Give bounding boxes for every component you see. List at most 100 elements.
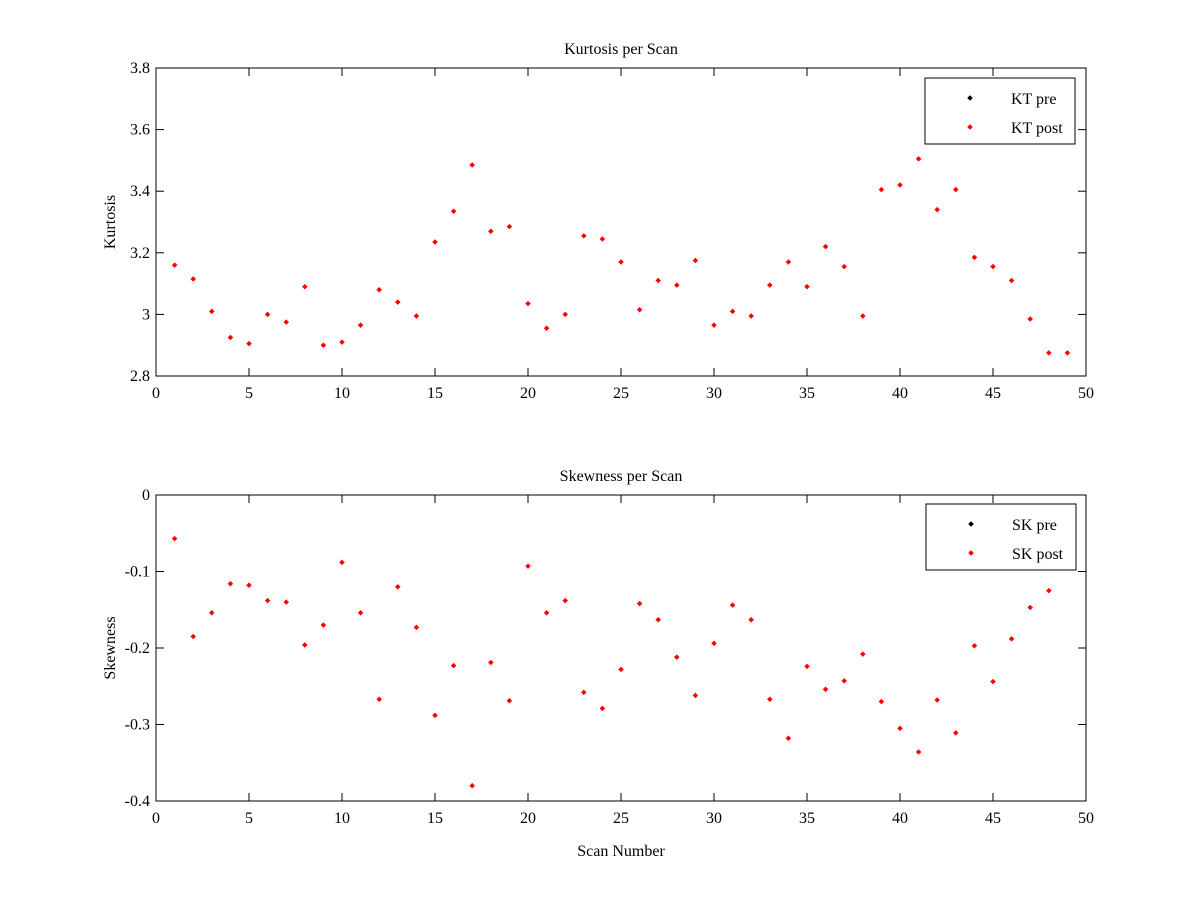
data-point — [320, 342, 327, 348]
data-point — [1027, 316, 1033, 322]
y-tick-label: -0.2 — [125, 640, 150, 657]
data-point — [953, 186, 959, 193]
data-point — [729, 308, 736, 315]
y-axis-label: Skewness — [102, 616, 119, 679]
x-tick-label: 30 — [706, 810, 722, 827]
y-tick-label: 0 — [142, 487, 150, 504]
data-point — [450, 662, 457, 669]
x-tick-label: 50 — [1078, 810, 1094, 827]
data-point — [1064, 350, 1071, 356]
data-point — [636, 307, 643, 313]
data-point — [971, 254, 978, 261]
data-point — [860, 651, 866, 657]
data-point — [450, 208, 457, 214]
series-kt-post — [171, 156, 1071, 356]
data-point — [283, 319, 289, 325]
data-point — [209, 610, 215, 616]
data-point — [227, 580, 234, 587]
data-point — [878, 186, 885, 193]
legend-marker — [968, 550, 974, 556]
chart-panel-1: Kurtosis per Scan 0 5 10 15 20 25 30 35 40 45 50 2.8… — [102, 41, 1094, 402]
data-point — [1008, 636, 1015, 642]
data-point — [506, 223, 513, 230]
legend-entry: KT post — [1011, 120, 1063, 137]
data-point — [785, 259, 792, 265]
x-tick-label: 5 — [245, 385, 253, 402]
legend-entry: KT pre — [1011, 91, 1056, 108]
x-tick-label: 40 — [892, 385, 908, 402]
data-point — [488, 228, 494, 235]
legend: SK pre SK post — [925, 503, 1077, 571]
data-point — [506, 698, 513, 704]
data-point — [711, 322, 717, 328]
data-point — [711, 640, 717, 647]
x-axis-label: Scan Number — [577, 843, 665, 860]
chart-panel-2: Skewness per Scan 0 5 10 15 20 25 30 35 40 45 50 -0.… — [102, 468, 1094, 860]
x-tick-label: 10 — [334, 810, 350, 827]
x-tick-label: 45 — [985, 385, 1001, 402]
data-point — [339, 339, 345, 345]
data-point — [190, 276, 196, 282]
legend-marker — [968, 521, 974, 527]
y-tick-label: -0.3 — [125, 717, 150, 734]
data-point — [674, 282, 680, 288]
y-tick-label: 3.2 — [130, 245, 150, 262]
data-point — [1046, 350, 1052, 356]
data-point — [190, 633, 196, 640]
data-point — [432, 712, 438, 719]
data-point — [692, 257, 699, 264]
data-point — [767, 696, 773, 703]
data-point — [581, 689, 587, 696]
data-point — [804, 663, 810, 670]
series-sk-post — [171, 535, 1052, 789]
legend-entry: SK pre — [1012, 517, 1057, 534]
data-point — [897, 182, 903, 188]
data-point — [748, 313, 754, 319]
legend-box — [925, 503, 1077, 571]
data-point — [860, 313, 866, 319]
x-tick-label: 10 — [334, 385, 350, 402]
data-point — [581, 233, 587, 239]
data-point — [302, 642, 308, 648]
data-point — [543, 610, 550, 616]
y-tick-label: 3.8 — [130, 60, 150, 77]
y-tick-label: 2.8 — [130, 368, 150, 385]
chart-title: Skewness per Scan — [560, 468, 683, 485]
data-point — [636, 600, 643, 607]
data-point — [804, 283, 810, 290]
data-point — [618, 259, 624, 265]
data-point — [1027, 604, 1033, 611]
data-point — [413, 313, 420, 319]
x-tick-label: 0 — [152, 385, 160, 402]
data-point — [934, 206, 940, 213]
data-point — [246, 582, 252, 589]
data-point — [971, 642, 978, 649]
x-tick-label: 20 — [520, 385, 536, 402]
data-point — [525, 563, 531, 569]
data-point — [953, 730, 959, 736]
data-point — [1046, 587, 1052, 594]
legend-marker — [967, 124, 973, 130]
data-point — [525, 300, 531, 307]
data-point — [822, 686, 829, 693]
data-point — [395, 584, 401, 590]
data-point — [413, 624, 420, 631]
data-point — [432, 239, 438, 245]
data-point — [302, 283, 308, 290]
legend-entry: SK post — [1012, 546, 1064, 563]
y-axis-label: Kurtosis — [102, 195, 119, 249]
data-point — [655, 277, 661, 284]
chart-title: Kurtosis per Scan — [564, 41, 678, 58]
data-point — [264, 311, 271, 318]
data-point — [915, 156, 922, 162]
x-tick-label: 5 — [245, 810, 253, 827]
data-point — [171, 535, 178, 542]
y-tick-label: -0.4 — [125, 793, 150, 810]
x-tick-label: 45 — [985, 810, 1001, 827]
data-point — [599, 236, 606, 242]
data-point — [655, 616, 661, 623]
y-tick-label: -0.1 — [125, 564, 150, 581]
x-tick-label: 30 — [706, 385, 722, 402]
data-point — [469, 782, 475, 789]
